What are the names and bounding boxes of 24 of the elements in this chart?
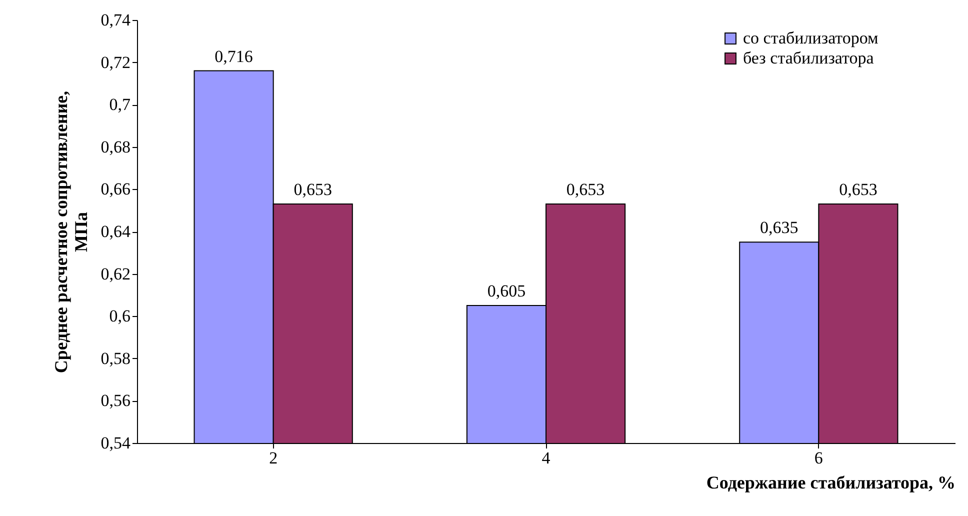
y-tick-label: 0,72: [100, 52, 130, 72]
data-label: 0,605: [487, 282, 526, 301]
x-tick-label: 6: [814, 448, 823, 468]
data-label: 0,653: [566, 180, 605, 200]
y-tick-label: 0,64: [100, 222, 131, 241]
legend-label: со стабилизатором: [743, 28, 879, 48]
y-tick-label: 0,62: [100, 264, 130, 284]
y-tick-label: 0,56: [100, 391, 130, 410]
y-tick-label: 0,54: [100, 434, 131, 452]
x-tick-label: 2: [269, 448, 278, 468]
data-label: 0,635: [760, 218, 798, 238]
y-tick-label: 0,74: [100, 10, 131, 30]
data-label: 0,653: [294, 180, 332, 200]
x-axis-title: Содержание стабилизатора, %: [706, 472, 956, 492]
legend-label: без стабилизатора: [743, 48, 874, 68]
x-tick-label: 4: [542, 448, 551, 468]
y-tick-label: 0,68: [100, 137, 130, 156]
y-tick-label: 0,7: [109, 95, 131, 114]
data-label: 0,716: [214, 46, 253, 66]
data-label: 0,653: [839, 180, 878, 200]
y-axis-title: Среднее расчетное сопротивление, МПа: [50, 90, 91, 374]
y-tick-label: 0,66: [100, 180, 130, 199]
y-tick-label: 0,58: [100, 348, 130, 368]
y-tick-label: 0,6: [109, 306, 130, 326]
